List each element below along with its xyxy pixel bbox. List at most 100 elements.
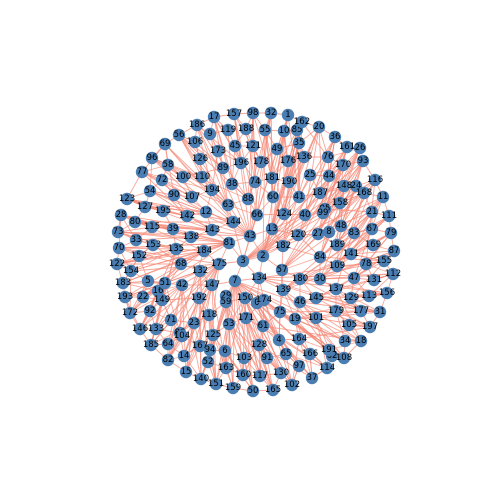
graph-node: 168: [356, 186, 372, 200]
node-circle: [336, 158, 350, 172]
edge: [299, 301, 362, 342]
edge: [287, 114, 300, 198]
graph-node: 111: [381, 209, 397, 223]
node-circle: [252, 338, 266, 352]
edge: [279, 310, 362, 313]
node-label: 162: [294, 117, 310, 127]
graph-node: 67: [365, 222, 379, 236]
graph-node: 136: [296, 150, 312, 164]
node-circle: [303, 347, 317, 361]
node-circle: [270, 142, 284, 156]
node-label: 145: [308, 293, 324, 303]
node-label: 18: [356, 336, 367, 346]
node-circle: [221, 123, 235, 137]
node-circle: [175, 278, 189, 292]
graph-node: 57: [275, 263, 289, 277]
node-circle: [144, 338, 158, 352]
graph-node: 73: [111, 225, 125, 239]
node-label: 51: [160, 278, 171, 288]
node-circle: [313, 272, 327, 286]
graph-node: 193: [117, 290, 133, 304]
graph-node: 23: [187, 316, 201, 330]
node-circle: [205, 183, 219, 197]
node-label: 178: [253, 157, 269, 167]
node-label: 131: [366, 275, 382, 285]
node-circle: [377, 254, 391, 268]
node-label: 174: [256, 295, 272, 305]
node-label: 9: [207, 129, 212, 139]
node-circle: [274, 366, 288, 380]
node-label: 129: [343, 293, 359, 303]
edge: [150, 263, 220, 346]
graph-node: 120: [290, 228, 306, 242]
node-label: 183: [115, 278, 131, 288]
node-label: 151: [208, 379, 224, 389]
graph-node: 126: [192, 152, 208, 166]
node-label: 133: [148, 324, 164, 334]
node-label: 125: [205, 330, 221, 340]
node-circle: [265, 222, 279, 236]
graph-node: 192: [191, 291, 207, 305]
graph-node: 194: [204, 183, 220, 197]
node-circle: [193, 339, 207, 353]
node-circle: [367, 273, 381, 287]
node-circle: [194, 372, 208, 386]
graph-node: 167: [192, 339, 208, 353]
node-circle: [180, 209, 194, 223]
node-label: 54: [145, 186, 156, 196]
node-label: 20: [314, 122, 325, 132]
node-label: 33: [131, 235, 142, 245]
node-label: 50: [248, 386, 259, 396]
edge: [232, 221, 244, 262]
node-label: 69: [160, 139, 171, 149]
graph-node: 185: [143, 338, 159, 352]
node-label: 82: [163, 355, 174, 365]
graph-node: 138: [183, 230, 199, 244]
graph-node: 64: [161, 337, 175, 351]
graph-node: 182: [275, 239, 291, 253]
node-label: 58: [163, 160, 174, 170]
node-circle: [313, 186, 327, 200]
node-label: 56: [174, 130, 185, 140]
node-circle: [293, 295, 307, 309]
edge: [198, 297, 217, 385]
node-label: 25: [305, 170, 316, 180]
graph-node: 40: [298, 208, 312, 222]
node-label: 139: [275, 285, 291, 295]
graph-node: 18: [354, 334, 368, 348]
node-label: 59: [221, 297, 232, 307]
node-label: 130: [273, 368, 289, 378]
graph-node: 59: [219, 295, 233, 309]
node-label: 157: [226, 109, 242, 119]
node-circle: [309, 311, 323, 325]
node-circle: [193, 264, 207, 278]
node-circle: [209, 377, 223, 391]
node-label: 184: [196, 246, 212, 256]
node-circle: [141, 274, 155, 288]
node-circle: [222, 317, 236, 331]
node-circle: [312, 120, 326, 134]
node-label: 140: [193, 374, 209, 384]
node-circle: [275, 263, 289, 277]
node-circle: [373, 305, 387, 319]
node-circle: [226, 215, 240, 229]
node-label: 84: [315, 252, 326, 262]
node-circle: [384, 226, 398, 240]
node-circle: [156, 204, 170, 218]
node-label: 103: [236, 353, 252, 363]
graph-node: 130: [273, 366, 289, 380]
edge: [234, 280, 346, 342]
graph-node: 186: [189, 118, 205, 132]
graph-node: 58: [161, 158, 175, 172]
graph-node: 35: [292, 136, 306, 150]
graph-node: 113: [361, 289, 377, 303]
edge: [315, 297, 371, 328]
edge: [281, 164, 344, 271]
node-label: 43: [245, 231, 256, 241]
node-label: 76: [323, 152, 334, 162]
node-label: 195: [155, 206, 171, 216]
graph-node: 141: [343, 247, 359, 261]
node-circle: [282, 175, 296, 189]
edge: [196, 124, 251, 237]
